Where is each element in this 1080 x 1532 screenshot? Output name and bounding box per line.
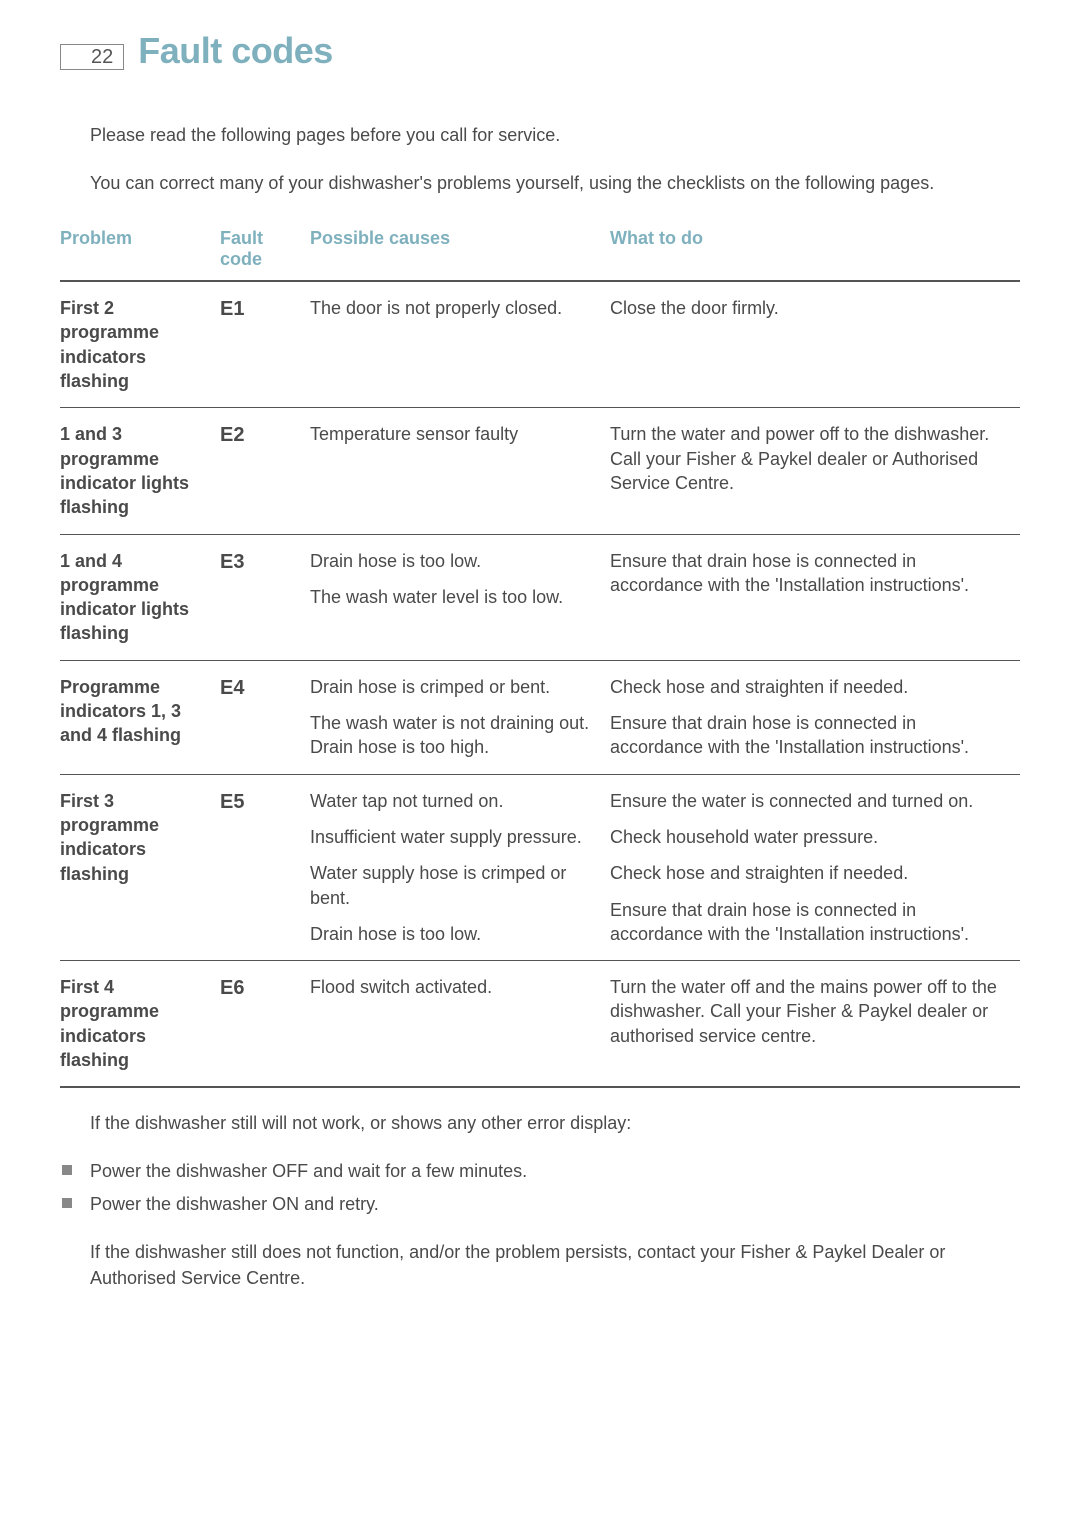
action-line: Ensure that drain hose is connected in a… xyxy=(610,711,1010,760)
cell-problem: Programme indicators 1, 3 and 4 flashing xyxy=(60,660,220,774)
cell-cause: The door is not properly closed. xyxy=(310,281,610,408)
cell-fault-code: E4 xyxy=(220,660,310,774)
col-header-code: Fault code xyxy=(220,218,310,281)
action-line: Ensure the water is connected and turned… xyxy=(610,789,1010,813)
table-row: 1 and 3 programme indicator lights flash… xyxy=(60,408,1020,534)
cell-cause: Drain hose is too low. The wash water lev… xyxy=(310,534,610,660)
action-line: Ensure that drain hose is connected in a… xyxy=(610,549,1010,598)
cell-problem: First 4 programme indicators flashing xyxy=(60,961,220,1088)
cell-cause: Flood switch activated. xyxy=(310,961,610,1088)
cell-action: Turn the water and power off to the dish… xyxy=(610,408,1020,534)
table-row: 1 and 4 programme indicator lights flash… xyxy=(60,534,1020,660)
cell-fault-code: E3 xyxy=(220,534,310,660)
cell-action: Ensure the water is connected and turned… xyxy=(610,774,1020,960)
cell-problem: 1 and 4 programme indicator lights flash… xyxy=(60,534,220,660)
cause-line: The wash water level is too low. xyxy=(310,585,600,609)
table-row: First 2 programme indicators flashingE1T… xyxy=(60,281,1020,408)
col-header-action: What to do xyxy=(610,218,1020,281)
cause-line: Drain hose is crimped or bent. xyxy=(310,675,600,699)
cell-problem: First 2 programme indicators flashing xyxy=(60,281,220,408)
cell-action: Turn the water off and the mains power o… xyxy=(610,961,1020,1088)
action-line: Close the door firmly. xyxy=(610,296,1010,320)
cause-line: Water tap not turned on. xyxy=(310,789,600,813)
col-header-problem: Problem xyxy=(60,218,220,281)
cell-cause: Temperature sensor faulty xyxy=(310,408,610,534)
cause-line: The wash water is not draining out. Drai… xyxy=(310,711,600,760)
table-row: First 4 programme indicators flashingE6F… xyxy=(60,961,1020,1088)
cell-action: Check hose and straighten if needed. Ensu… xyxy=(610,660,1020,774)
cell-action: Close the door firmly. xyxy=(610,281,1020,408)
table-header-row: Problem Fault code Possible causes What … xyxy=(60,218,1020,281)
page-number-box: 22 xyxy=(60,44,124,70)
manual-page: 22 Fault codes Please read the following… xyxy=(0,0,1080,1373)
intro-text: Please read the following pages before y… xyxy=(60,122,1020,196)
cause-line: Water supply hose is crimped or bent. xyxy=(310,861,600,910)
cause-line: Flood switch activated. xyxy=(310,975,600,999)
action-line: Ensure that drain hose is connected in a… xyxy=(610,898,1010,947)
outro-bullet-list: Power the dishwasher OFF and wait for a … xyxy=(60,1158,1020,1216)
col-header-cause: Possible causes xyxy=(310,218,610,281)
intro-paragraph: Please read the following pages before y… xyxy=(90,122,1020,148)
intro-paragraph: You can correct many of your dishwasher'… xyxy=(90,170,1020,196)
action-line: Turn the water and power off to the dish… xyxy=(610,422,1010,495)
table-row: First 3 programme indicators flashingE5W… xyxy=(60,774,1020,960)
cell-problem: First 3 programme indicators flashing xyxy=(60,774,220,960)
cell-fault-code: E6 xyxy=(220,961,310,1088)
page-title: Fault codes xyxy=(138,30,333,72)
cause-line: The door is not properly closed. xyxy=(310,296,600,320)
cause-line: Drain hose is too low. xyxy=(310,922,600,946)
table-row: Programme indicators 1, 3 and 4 flashing… xyxy=(60,660,1020,774)
fault-codes-table: Problem Fault code Possible causes What … xyxy=(60,218,1020,1088)
cell-cause: Water tap not turned on. Insufficient wat… xyxy=(310,774,610,960)
cause-line: Temperature sensor faulty xyxy=(310,422,600,446)
cell-fault-code: E5 xyxy=(220,774,310,960)
outro-lead: If the dishwasher still will not work, o… xyxy=(90,1110,1020,1136)
cell-cause: Drain hose is crimped or bent. The wash w… xyxy=(310,660,610,774)
page-header: 22 Fault codes xyxy=(60,30,1020,72)
cause-line: Drain hose is too low. xyxy=(310,549,600,573)
outro-text: If the dishwasher still will not work, o… xyxy=(60,1110,1020,1290)
cell-problem: 1 and 3 programme indicator lights flash… xyxy=(60,408,220,534)
outro-tail: If the dishwasher still does not functio… xyxy=(90,1239,1020,1291)
action-line: Turn the water off and the mains power o… xyxy=(610,975,1010,1048)
action-line: Check hose and straighten if needed. xyxy=(610,675,1010,699)
cell-fault-code: E2 xyxy=(220,408,310,534)
cell-fault-code: E1 xyxy=(220,281,310,408)
cause-line: Insufficient water supply pressure. xyxy=(310,825,600,849)
action-line: Check household water pressure. xyxy=(610,825,1010,849)
cell-action: Ensure that drain hose is connected in a… xyxy=(610,534,1020,660)
outro-bullet: Power the dishwasher ON and retry. xyxy=(60,1191,1020,1217)
action-line: Check hose and straighten if needed. xyxy=(610,861,1010,885)
outro-bullet: Power the dishwasher OFF and wait for a … xyxy=(60,1158,1020,1184)
